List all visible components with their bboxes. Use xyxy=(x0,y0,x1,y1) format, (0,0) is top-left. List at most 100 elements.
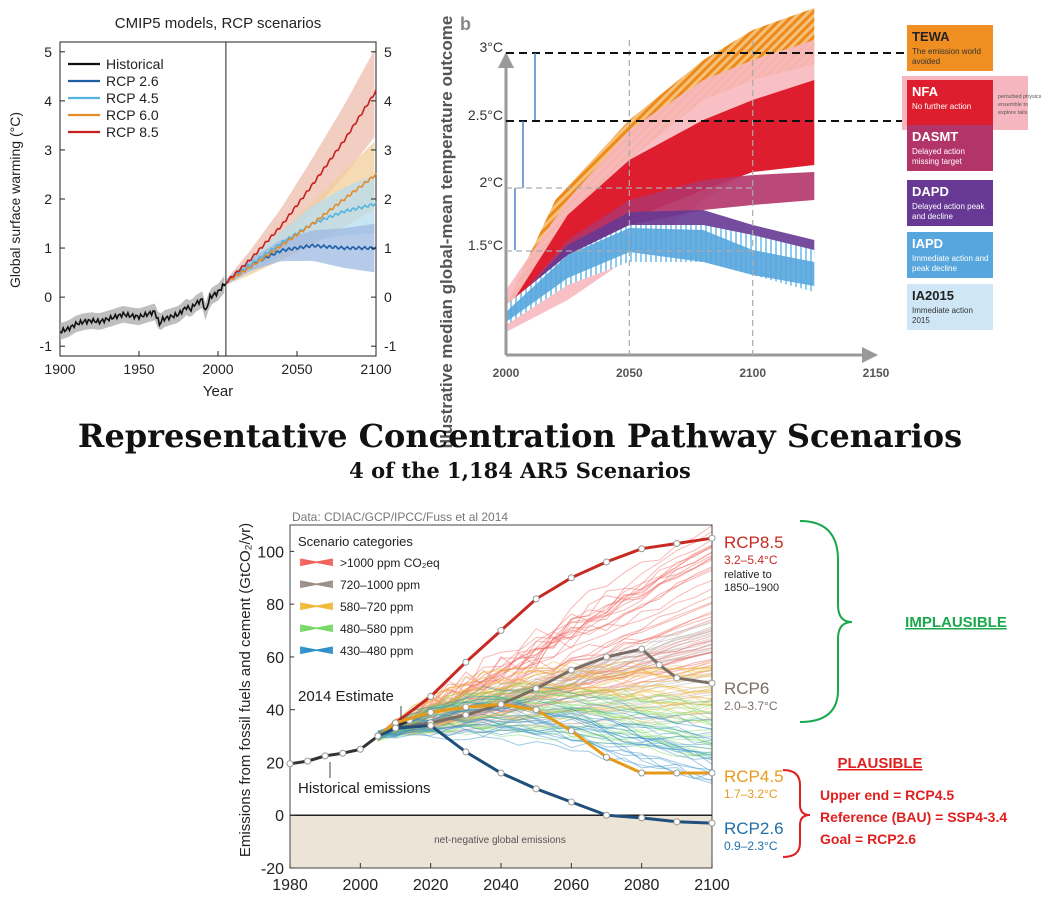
y-tick-label-right: 5 xyxy=(384,44,392,60)
scenario-line xyxy=(377,682,713,739)
scenario-line xyxy=(377,682,713,739)
legend-desc: Delayed action xyxy=(912,147,965,156)
series-point xyxy=(427,708,435,716)
y-tick-label-right: 4 xyxy=(384,93,392,109)
y-tick-label: 20 xyxy=(266,755,284,772)
panel-c-title: Representative Concentration Pathway Sce… xyxy=(78,417,962,455)
x-tick-label: 2150 xyxy=(863,366,890,380)
scenario-line xyxy=(377,684,713,737)
x-axis-arrow xyxy=(862,347,878,363)
series-point xyxy=(462,711,470,719)
scenario-line xyxy=(377,554,713,737)
series-point xyxy=(708,679,716,687)
legend-desc: The emission world xyxy=(912,47,981,56)
y-tick-label-right: 2 xyxy=(384,191,392,207)
legend-box-dasmt xyxy=(907,125,993,171)
scenario-line xyxy=(377,674,713,736)
band-dasmt xyxy=(506,172,815,318)
series-point xyxy=(708,534,716,542)
scenario-line xyxy=(377,700,713,737)
historical-label: Historical emissions xyxy=(298,780,431,797)
x-tick-label: 2050 xyxy=(616,366,643,380)
series-point xyxy=(427,722,435,730)
series-point xyxy=(427,693,435,700)
panel-a-title: CMIP5 models, RCP scenarios xyxy=(115,15,321,32)
scenario-line xyxy=(377,546,713,737)
scenario-line xyxy=(377,729,713,758)
scenario-line xyxy=(377,551,713,737)
rcp-range: 2.0–3.7°C xyxy=(724,699,778,713)
x-tick-label: 2000 xyxy=(343,877,379,894)
x-tick-label: 2100 xyxy=(694,877,730,894)
scenario-line xyxy=(377,728,713,774)
panel-a-ticks: 1900 1950 2000 2050 2100 -1 -1 0 0 1 1 2 2 3 3 4 4 5 5 xyxy=(40,44,397,377)
scenario-line xyxy=(377,545,713,737)
y-tick-label: 4 xyxy=(44,93,52,109)
scenario-line xyxy=(377,619,713,737)
scenario-line xyxy=(377,545,713,737)
legend-swatch xyxy=(299,646,334,655)
legend-code: NFA xyxy=(912,84,939,99)
rcp-name: RCP8.5 xyxy=(724,533,784,552)
panel-c-callouts: IMPLAUSIBLE PLAUSIBLE Upper end = RCP4.5 Re… xyxy=(782,520,1007,858)
scenario-line xyxy=(377,616,713,737)
scenario-line xyxy=(377,714,713,765)
scenario-line xyxy=(377,702,713,745)
legend-box-ia2015 xyxy=(907,284,993,330)
y-tick-label-right: 3 xyxy=(384,142,392,158)
series-historical xyxy=(59,282,227,334)
series-point xyxy=(603,558,610,566)
legend-note: explore tails xyxy=(998,110,1028,116)
scenario-line xyxy=(377,700,713,761)
scenario-line xyxy=(377,701,713,773)
series-point xyxy=(567,727,575,735)
scenario-line xyxy=(377,595,713,737)
series-point xyxy=(497,700,505,708)
series-point xyxy=(673,818,681,826)
series-point xyxy=(356,745,364,753)
series-point xyxy=(603,653,610,661)
x-tick-label: 2060 xyxy=(554,877,590,894)
rcp-range: 1.7–3.2°C xyxy=(724,787,778,801)
rcp-note: relative to xyxy=(724,569,772,581)
legend-code: TEWA xyxy=(912,29,950,44)
panel-b-plot-area: 1.5°C 2°C 2.5°C 3°C 2000 2050 2100 2150 xyxy=(468,8,905,380)
legend-code: DASMT xyxy=(912,129,958,144)
legend-desc: peak decline xyxy=(912,264,957,273)
legend-box-tewa xyxy=(907,25,993,71)
legend-desc: Delayed action peak xyxy=(912,202,985,211)
x-tick-label: 1900 xyxy=(44,361,75,377)
scenario-line xyxy=(377,722,713,757)
scenario-line xyxy=(377,579,713,737)
scenario-line xyxy=(377,721,713,757)
scenario-line xyxy=(377,567,713,737)
y-tick-label: 2.5°C xyxy=(468,107,503,123)
x-tick-label: 2080 xyxy=(624,877,660,894)
x-tick-label: 1980 xyxy=(272,877,308,894)
series-point xyxy=(673,539,681,547)
series-point xyxy=(532,706,540,714)
scenario-line xyxy=(377,714,713,738)
legend-label: RCP 2.6 xyxy=(106,73,159,89)
scenario-line xyxy=(377,697,713,757)
legend-swatch xyxy=(299,558,334,567)
series-point xyxy=(638,769,646,777)
series-point xyxy=(603,811,610,819)
x-tick-label: 1950 xyxy=(123,361,154,377)
panel-a-series-lines xyxy=(59,89,377,334)
legend-label: RCP 8.5 xyxy=(106,124,159,140)
scenario-line xyxy=(377,707,713,734)
legend-swatch xyxy=(299,602,334,611)
y-tick-label: 0 xyxy=(275,808,284,825)
legend-bg xyxy=(294,528,434,660)
y-tick-label: 60 xyxy=(266,650,284,667)
y-tick-label: 80 xyxy=(266,597,284,614)
scenario-line xyxy=(377,647,713,737)
legend-box-nfa xyxy=(907,80,993,126)
rcp-name: RCP2.6 xyxy=(724,819,784,838)
legend-desc: 2015 xyxy=(912,316,930,325)
